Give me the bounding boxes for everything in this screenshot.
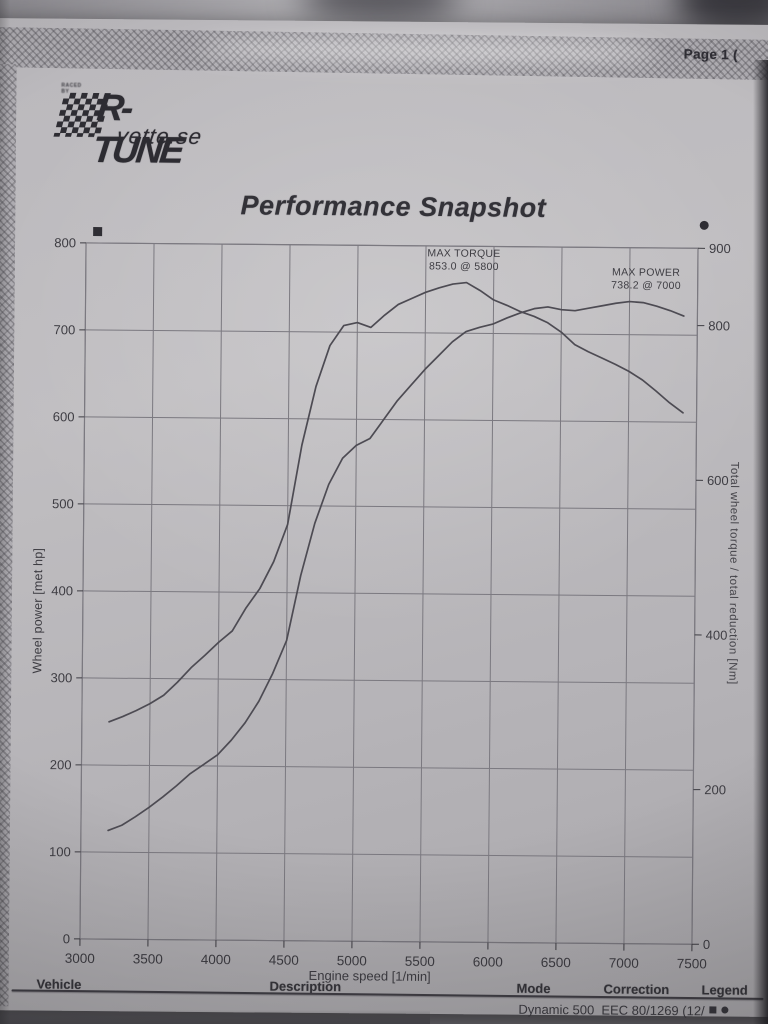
hatched-border-top: Page 1 ( bbox=[0, 26, 768, 81]
svg-text:200: 200 bbox=[50, 757, 72, 772]
logo-domain: vette.se bbox=[115, 123, 204, 149]
dyno-printout-paper: Page 1 ( RACED BY R-TUNE vette.se Perfor… bbox=[0, 18, 768, 1019]
legend-square-icon bbox=[709, 1006, 717, 1014]
svg-text:400: 400 bbox=[706, 628, 728, 643]
photo-background-shadow bbox=[300, 0, 460, 22]
svg-text:800: 800 bbox=[708, 318, 730, 333]
svg-text:400: 400 bbox=[51, 583, 73, 598]
svg-text:0: 0 bbox=[63, 931, 70, 946]
svg-text:5500: 5500 bbox=[405, 954, 435, 969]
svg-text:3500: 3500 bbox=[133, 951, 163, 966]
svg-text:600: 600 bbox=[53, 409, 75, 424]
svg-text:300: 300 bbox=[50, 670, 72, 685]
hatched-border-left bbox=[0, 64, 17, 1007]
right-axis-title: Total wheel torque / total reduction [Nm… bbox=[726, 461, 741, 685]
page-number-label: Page 1 ( bbox=[683, 46, 739, 63]
correction-value: EEC 80/1269 (12/ bbox=[601, 1002, 705, 1019]
svg-text:6500: 6500 bbox=[541, 955, 571, 970]
svg-text:4500: 4500 bbox=[269, 953, 299, 968]
col-header-correction: Correction bbox=[603, 981, 670, 998]
svg-text:7500: 7500 bbox=[677, 956, 707, 971]
svg-text:MAX TORQUE: MAX TORQUE bbox=[427, 247, 500, 260]
svg-text:100: 100 bbox=[49, 844, 71, 859]
dyno-chart-svg: 3000 3500 4000 4500 5000 5500 6000 6500 7000 7500… bbox=[49, 220, 731, 984]
svg-text:738.2 @ 7000: 738.2 @ 7000 bbox=[611, 279, 681, 292]
svg-text:5000: 5000 bbox=[337, 953, 367, 968]
svg-text:500: 500 bbox=[52, 496, 74, 511]
svg-text:4000: 4000 bbox=[201, 952, 231, 967]
svg-text:800: 800 bbox=[54, 235, 76, 250]
svg-text:MAX POWER: MAX POWER bbox=[612, 266, 680, 279]
svg-text:0: 0 bbox=[703, 937, 710, 952]
legend-dot-icon bbox=[721, 1006, 729, 1014]
svg-text:700: 700 bbox=[54, 322, 76, 337]
left-axis-title: Wheel power [met hp] bbox=[30, 547, 46, 674]
col-header-mode: Mode bbox=[516, 980, 551, 997]
svg-text:900: 900 bbox=[709, 241, 731, 256]
svg-text:600: 600 bbox=[707, 473, 729, 488]
svg-text:200: 200 bbox=[704, 782, 726, 797]
svg-text:Engine speed [1/min]: Engine speed [1/min] bbox=[309, 968, 431, 984]
col-header-legend: Legend bbox=[701, 982, 748, 998]
svg-text:3000: 3000 bbox=[65, 951, 95, 966]
mode-value: Dynamic 500 bbox=[518, 1001, 595, 1018]
svg-text:853.0 @ 5800: 853.0 @ 5800 bbox=[429, 260, 499, 273]
svg-text:7000: 7000 bbox=[609, 956, 639, 971]
svg-text:6000: 6000 bbox=[473, 954, 503, 969]
legend-cell bbox=[709, 1006, 729, 1014]
